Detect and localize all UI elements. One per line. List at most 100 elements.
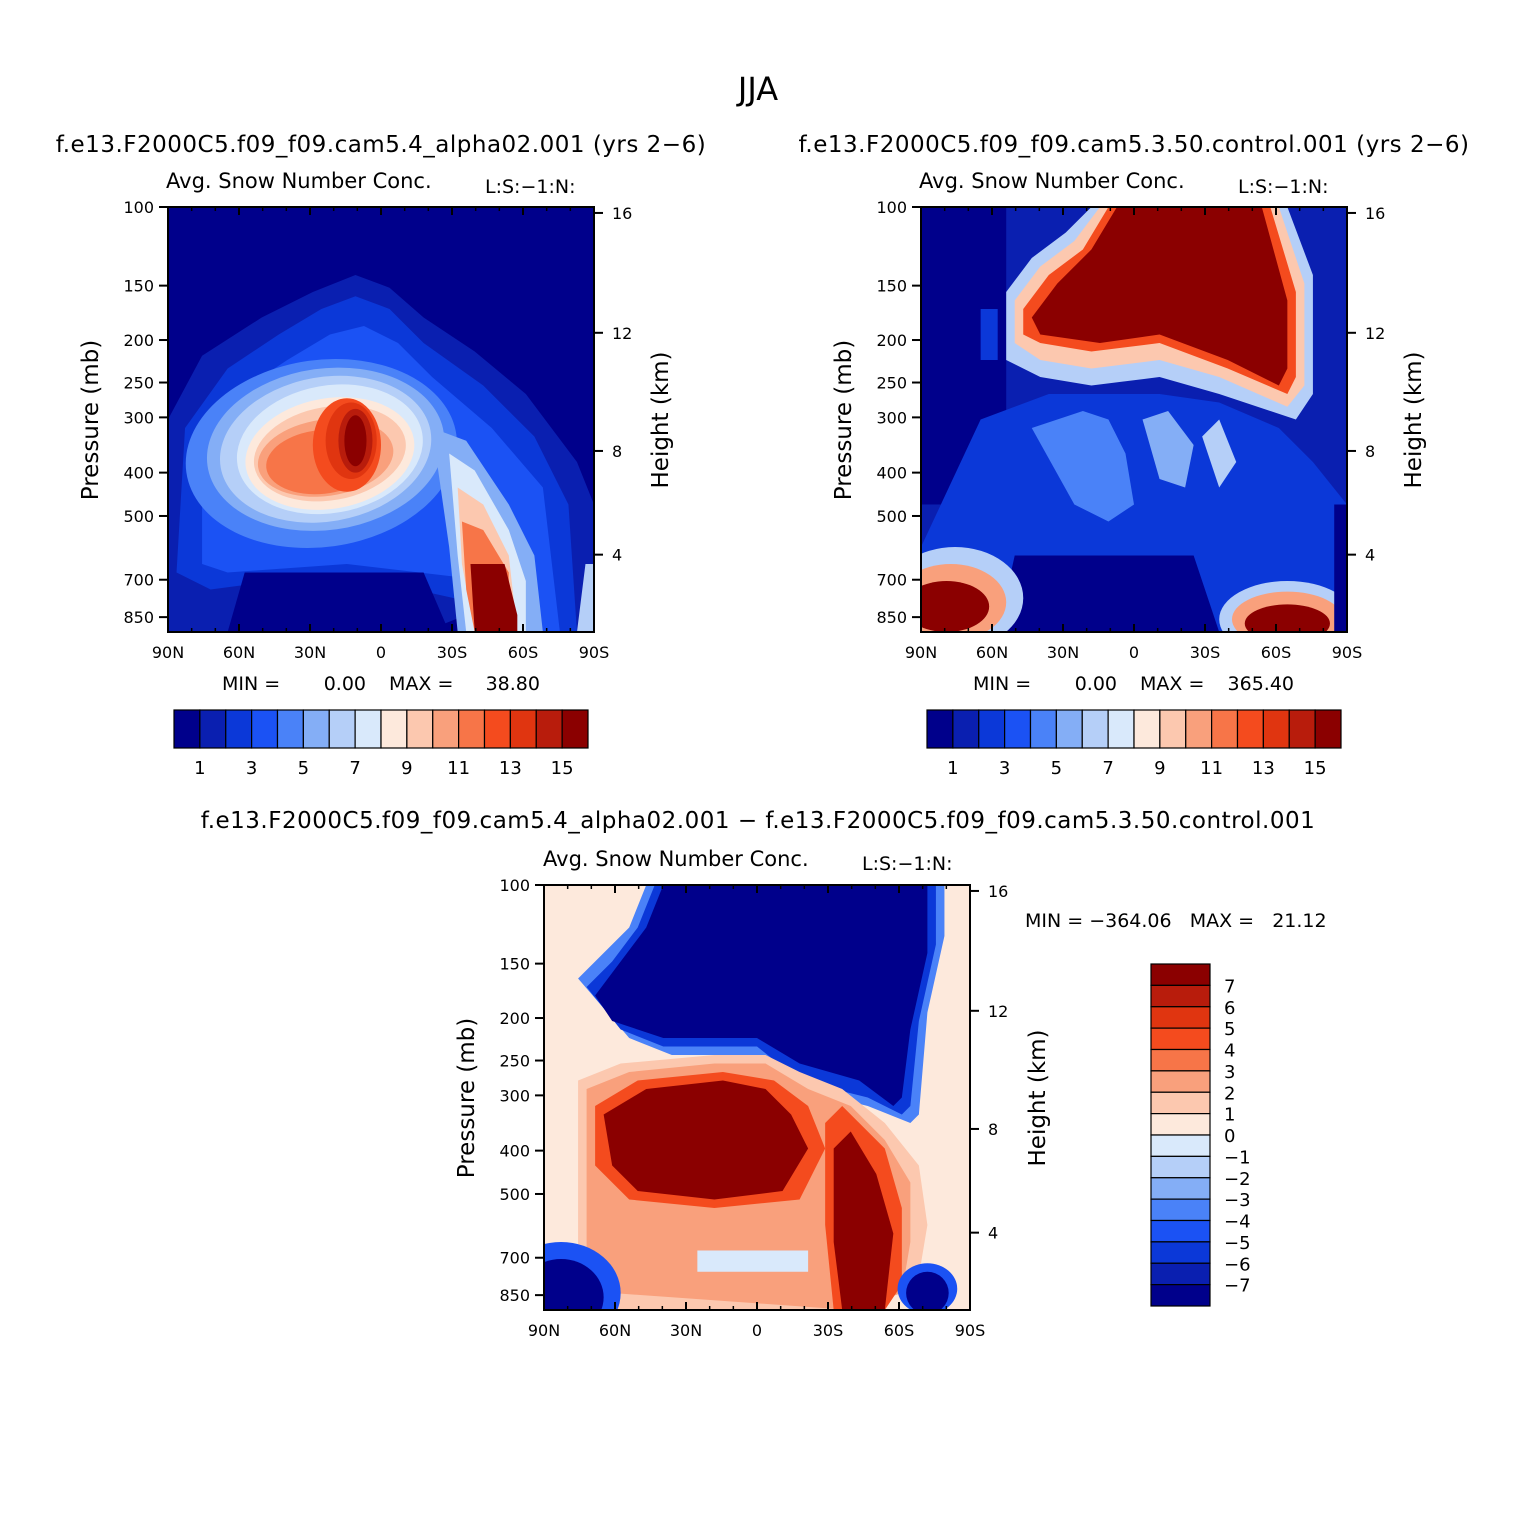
- height-tick-label: 4: [612, 546, 622, 565]
- height-tick-label: 4: [1365, 546, 1375, 565]
- colorbar-label: −4: [1224, 1212, 1251, 1233]
- colorbar-label: 7: [349, 758, 360, 779]
- height-tick-label: 4: [988, 1224, 998, 1243]
- colorbar-swatch: [1150, 1006, 1211, 1029]
- x-tick-label: 90S: [579, 643, 610, 662]
- pressure-tick-label: 400: [499, 1142, 530, 1161]
- pressure-tick-label: 400: [123, 464, 154, 483]
- colorbar-label: 15: [1304, 758, 1327, 779]
- x-tick-label: 90N: [152, 643, 184, 662]
- x-tick-label: 90S: [1332, 643, 1363, 662]
- colorbar-swatch: [406, 709, 434, 749]
- colorbar-label: −5: [1224, 1233, 1251, 1254]
- pressure-tick-label: 500: [499, 1185, 530, 1204]
- panel2-min-label: MIN =: [973, 673, 1031, 695]
- panel1-min-label: MIN =: [222, 673, 280, 695]
- colorbar-swatch: [1150, 1241, 1211, 1264]
- contour-band: [980, 309, 998, 360]
- colorbar-swatch: [432, 709, 460, 749]
- colorbar-swatch: [1159, 709, 1187, 749]
- colorbar-swatch: [354, 709, 382, 749]
- colorbar-swatch: [926, 709, 954, 749]
- colorbar-swatch: [1133, 709, 1161, 749]
- contour-band: [997, 555, 1220, 632]
- x-tick-label: 90N: [528, 1321, 560, 1340]
- panel1-run-label: f.e13.F2000C5.f09_f09.cam5.4_alpha02.001…: [56, 132, 706, 158]
- colorbar-swatch: [1150, 1155, 1211, 1179]
- contour-band: [833, 1131, 894, 1310]
- pressure-tick-label: 250: [499, 1052, 530, 1071]
- height-tick-label: 12: [612, 324, 632, 343]
- x-tick-label: 60S: [1261, 643, 1292, 662]
- colorbar-swatch: [1150, 1070, 1211, 1093]
- colorbar-swatch: [561, 709, 589, 749]
- contour-band: [1142, 411, 1194, 488]
- x-tick-label: 90S: [955, 1321, 986, 1340]
- colorbar-swatch: [1150, 1027, 1211, 1051]
- colorbar-label: 3: [999, 758, 1010, 779]
- panel2-pressure-axis-label: Pressure (mb): [831, 340, 857, 500]
- pressure-tick-label: 400: [876, 464, 907, 483]
- colorbar-label: −7: [1224, 1276, 1251, 1297]
- colorbar-label: 3: [246, 758, 257, 779]
- colorbar-swatch: [225, 709, 253, 749]
- height-tick-label: 8: [1365, 442, 1375, 461]
- panel1-pressure-axis-label: Pressure (mb): [78, 340, 104, 500]
- pressure-tick-label: 250: [123, 374, 154, 393]
- panel3-run-label: f.e13.F2000C5.f09_f09.cam5.4_alpha02.001…: [201, 808, 1315, 834]
- colorbar-label: 4: [1224, 1041, 1235, 1062]
- colorbar-swatch: [1029, 709, 1057, 749]
- panel-control: f.e13.F2000C5.f09_f09.cam5.3.50.control.…: [799, 132, 1470, 779]
- panel-alpha: f.e13.F2000C5.f09_f09.cam5.4_alpha02.001…: [56, 132, 706, 779]
- height-tick-label: 12: [988, 1002, 1008, 1021]
- contour-band: [1031, 207, 1288, 386]
- contour-band: [595, 885, 928, 1106]
- x-tick-label: 90N: [905, 643, 937, 662]
- colorbar-swatch: [1150, 1262, 1211, 1286]
- x-tick-label: 60N: [976, 643, 1008, 662]
- colorbar-swatch: [380, 709, 408, 749]
- pressure-tick-label: 300: [876, 408, 907, 427]
- panel2-colorbar: 1 3 5 7 9 11 13 15: [926, 709, 1342, 779]
- contour-band: [227, 572, 450, 632]
- colorbar-swatch: [483, 709, 511, 749]
- colorbar-swatch: [1150, 984, 1211, 1008]
- colorbar-swatch: [1107, 709, 1135, 749]
- x-tick-label: 0: [1129, 643, 1139, 662]
- colorbar-label: 11: [447, 758, 470, 779]
- x-tick-label: 30S: [437, 643, 468, 662]
- pressure-tick-label: 100: [876, 198, 907, 217]
- colorbar-swatch: [1236, 709, 1264, 749]
- colorbar-swatch: [173, 709, 201, 749]
- colorbar-label: 13: [1252, 758, 1275, 779]
- colorbar-label: −3: [1224, 1190, 1251, 1211]
- contour-band: [1031, 411, 1134, 522]
- colorbar-swatch: [302, 709, 330, 749]
- colorbar-swatch: [199, 709, 227, 749]
- contour-band: [470, 564, 518, 632]
- colorbar-label: 7: [1102, 758, 1113, 779]
- pressure-tick-label: 700: [499, 1249, 530, 1268]
- colorbar-label: 9: [401, 758, 412, 779]
- pressure-tick-label: 150: [876, 277, 907, 296]
- pressure-tick-label: 300: [499, 1086, 530, 1105]
- contour-band: [1334, 504, 1347, 632]
- panel2-run-label: f.e13.F2000C5.f09_f09.cam5.3.50.control.…: [799, 132, 1470, 158]
- colorbar-label: 7: [1224, 976, 1235, 997]
- colorbar-label: 5: [298, 758, 309, 779]
- contour-band: [906, 1271, 949, 1310]
- panel1-max-label: MAX =: [389, 673, 453, 695]
- colorbar-label: 9: [1154, 758, 1165, 779]
- panel2-variable-title: Avg. Snow Number Conc.: [919, 169, 1185, 193]
- panel1-variable-title: Avg. Snow Number Conc.: [166, 169, 432, 193]
- pressure-tick-label: 200: [123, 331, 154, 350]
- pressure-tick-label: 500: [123, 507, 154, 526]
- contour-band: [921, 581, 990, 632]
- colorbar-label: −1: [1224, 1147, 1251, 1168]
- colorbar-label: 0: [1224, 1126, 1235, 1147]
- colorbar-swatch: [1150, 1134, 1211, 1157]
- panel3-height-axis-label: Height (km): [1025, 1029, 1051, 1166]
- colorbar-swatch: [1211, 709, 1239, 749]
- panel2-max-value: 365.40: [1228, 673, 1294, 695]
